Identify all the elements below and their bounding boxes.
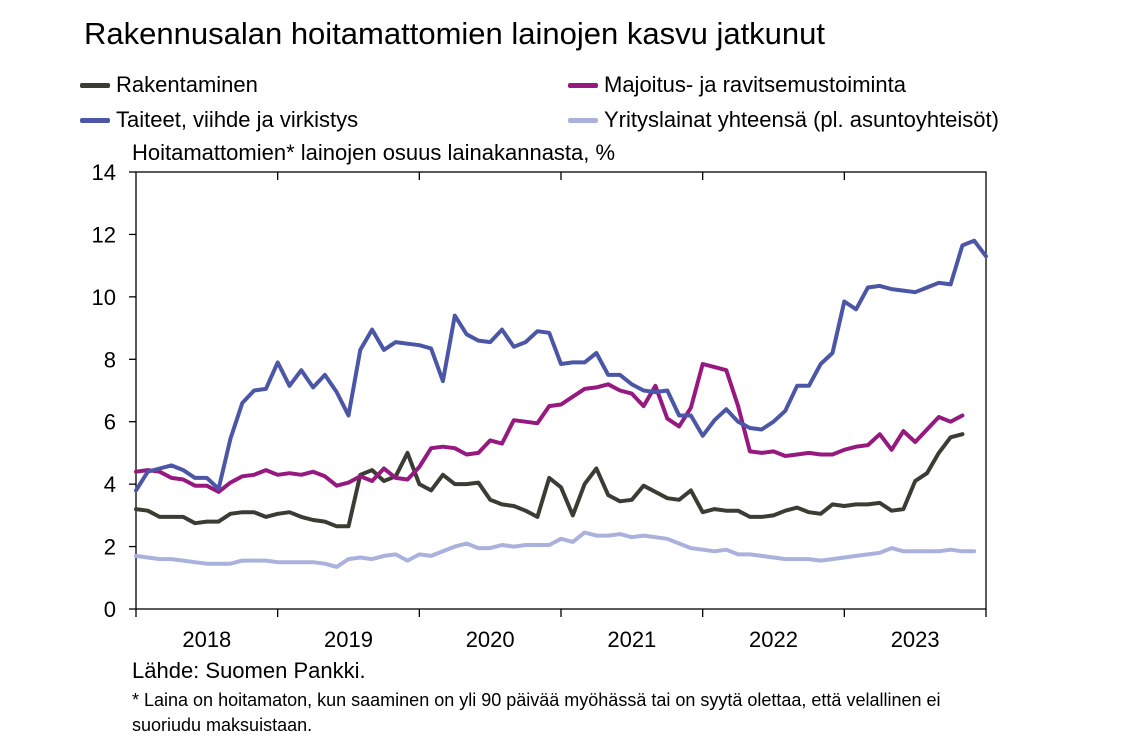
y-tick-label: 2 bbox=[104, 535, 116, 560]
chart-title: Rakennusalan hoitamattomien lainojen kas… bbox=[84, 16, 826, 51]
x-tick-label: 2021 bbox=[607, 627, 656, 652]
y-tick-label: 4 bbox=[104, 472, 116, 497]
legend-label: Majoitus- ja ravitsemustoiminta bbox=[604, 72, 906, 97]
legend-label: Taiteet, viihde ja virkistys bbox=[116, 107, 359, 132]
series-line-majoitus bbox=[134, 362, 965, 494]
legend-label: Rakentaminen bbox=[116, 72, 258, 97]
series-line-taiteet bbox=[134, 238, 988, 493]
y-tick-label: 0 bbox=[104, 597, 116, 622]
legend-label: Yrityslainat yhteensä (pl. asuntoyhteisö… bbox=[604, 107, 999, 132]
legend-item-majoitus: Majoitus- ja ravitsemustoiminta bbox=[568, 71, 906, 99]
y-tick-label: 6 bbox=[104, 410, 116, 435]
series-line-yrityslainat bbox=[134, 530, 977, 569]
x-tick-label: 2020 bbox=[466, 627, 515, 652]
legend-item-rakentaminen: Rakentaminen bbox=[80, 71, 258, 99]
x-tick-label: 2018 bbox=[182, 627, 231, 652]
legend-item-taiteet: Taiteet, viihde ja virkistys bbox=[80, 106, 358, 134]
y-tick-label: 8 bbox=[104, 347, 116, 372]
legend-item-yrityslainat: Yrityslainat yhteensä (pl. asuntoyhteisö… bbox=[568, 106, 999, 134]
legend-swatch bbox=[568, 82, 598, 88]
y-tick-label: 12 bbox=[92, 222, 116, 247]
footnote: * Laina on hoitamaton, kun saaminen on y… bbox=[132, 690, 941, 735]
legend-swatch bbox=[80, 82, 110, 88]
x-tick-label: 2019 bbox=[324, 627, 373, 652]
y-tick-label: 14 bbox=[92, 160, 116, 185]
series-line-rakentaminen bbox=[134, 432, 965, 529]
x-tick-label: 2022 bbox=[749, 627, 798, 652]
y-axis-label: Hoitamattomien* lainojen osuus lainakann… bbox=[132, 140, 616, 165]
legend-swatch bbox=[80, 117, 110, 123]
source-note: Lähde: Suomen Pankki. bbox=[132, 658, 366, 683]
y-tick-label: 10 bbox=[92, 285, 116, 310]
x-tick-label: 2023 bbox=[891, 627, 940, 652]
legend-swatch bbox=[568, 117, 598, 123]
